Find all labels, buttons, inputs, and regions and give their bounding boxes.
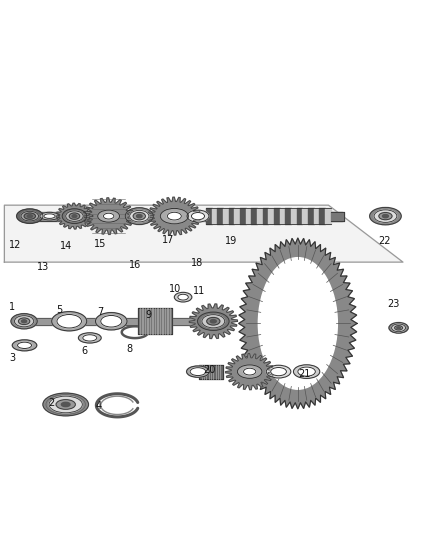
Ellipse shape [160,208,188,224]
Polygon shape [226,353,274,390]
Ellipse shape [174,292,192,302]
Ellipse shape [95,312,127,330]
Ellipse shape [137,214,142,218]
Text: 9: 9 [146,310,152,320]
Text: 16: 16 [129,260,141,270]
Text: 3: 3 [9,353,15,362]
Text: 7: 7 [98,307,104,317]
Ellipse shape [72,215,77,217]
Ellipse shape [210,320,216,323]
Text: 8: 8 [126,344,132,354]
Text: 10: 10 [169,284,181,294]
Text: 2: 2 [49,398,55,408]
Ellipse shape [43,393,88,416]
Text: 20: 20 [203,365,215,375]
Text: 14: 14 [60,241,73,252]
Ellipse shape [27,215,32,217]
Ellipse shape [271,368,286,376]
Text: 11: 11 [193,286,205,296]
Ellipse shape [103,213,114,219]
Ellipse shape [40,212,59,220]
Ellipse shape [83,335,97,341]
Ellipse shape [258,257,337,389]
Polygon shape [4,205,403,262]
Polygon shape [189,304,237,338]
Polygon shape [83,198,134,235]
Ellipse shape [379,213,392,220]
Ellipse shape [133,213,145,220]
Ellipse shape [49,396,82,413]
Ellipse shape [389,322,408,333]
Ellipse shape [298,367,315,376]
Ellipse shape [52,312,87,331]
Text: 1: 1 [9,302,15,312]
Ellipse shape [178,294,188,300]
Ellipse shape [237,365,262,378]
Ellipse shape [293,365,320,378]
Ellipse shape [207,318,220,325]
Ellipse shape [24,213,35,219]
Ellipse shape [125,208,153,224]
Ellipse shape [167,212,181,220]
Ellipse shape [397,327,400,329]
Ellipse shape [78,333,101,343]
Text: 12: 12 [9,240,21,251]
Ellipse shape [370,207,401,225]
Ellipse shape [130,211,149,222]
Ellipse shape [190,368,206,376]
Ellipse shape [266,365,291,378]
Polygon shape [56,203,93,229]
Ellipse shape [18,318,30,325]
Ellipse shape [101,316,122,327]
Ellipse shape [198,312,229,330]
Ellipse shape [12,340,37,351]
Text: 4: 4 [95,401,102,411]
Text: 17: 17 [162,235,175,245]
Ellipse shape [187,366,209,377]
Ellipse shape [14,316,34,327]
Ellipse shape [57,314,81,328]
Ellipse shape [202,314,225,328]
Ellipse shape [98,210,120,222]
Text: 13: 13 [37,262,49,272]
Text: 6: 6 [81,345,87,356]
Ellipse shape [21,211,39,221]
Text: 19: 19 [225,236,237,246]
Ellipse shape [61,402,70,407]
Text: 15: 15 [94,239,106,249]
Text: 5: 5 [56,305,62,316]
Ellipse shape [382,214,389,218]
Text: 23: 23 [387,298,399,309]
Text: 22: 22 [378,236,391,246]
Ellipse shape [62,209,87,223]
Ellipse shape [187,210,209,222]
Polygon shape [148,197,201,235]
Ellipse shape [244,368,256,375]
Polygon shape [239,238,357,409]
Ellipse shape [69,213,80,219]
Ellipse shape [17,209,43,223]
Ellipse shape [392,324,406,332]
Ellipse shape [11,313,37,329]
Ellipse shape [21,320,27,323]
Ellipse shape [56,400,75,409]
Ellipse shape [66,211,83,221]
Ellipse shape [395,326,403,330]
Text: 21: 21 [298,369,311,379]
Ellipse shape [44,214,55,219]
Ellipse shape [191,213,205,220]
Ellipse shape [374,210,397,222]
Ellipse shape [18,342,32,349]
Text: 18: 18 [191,258,203,268]
